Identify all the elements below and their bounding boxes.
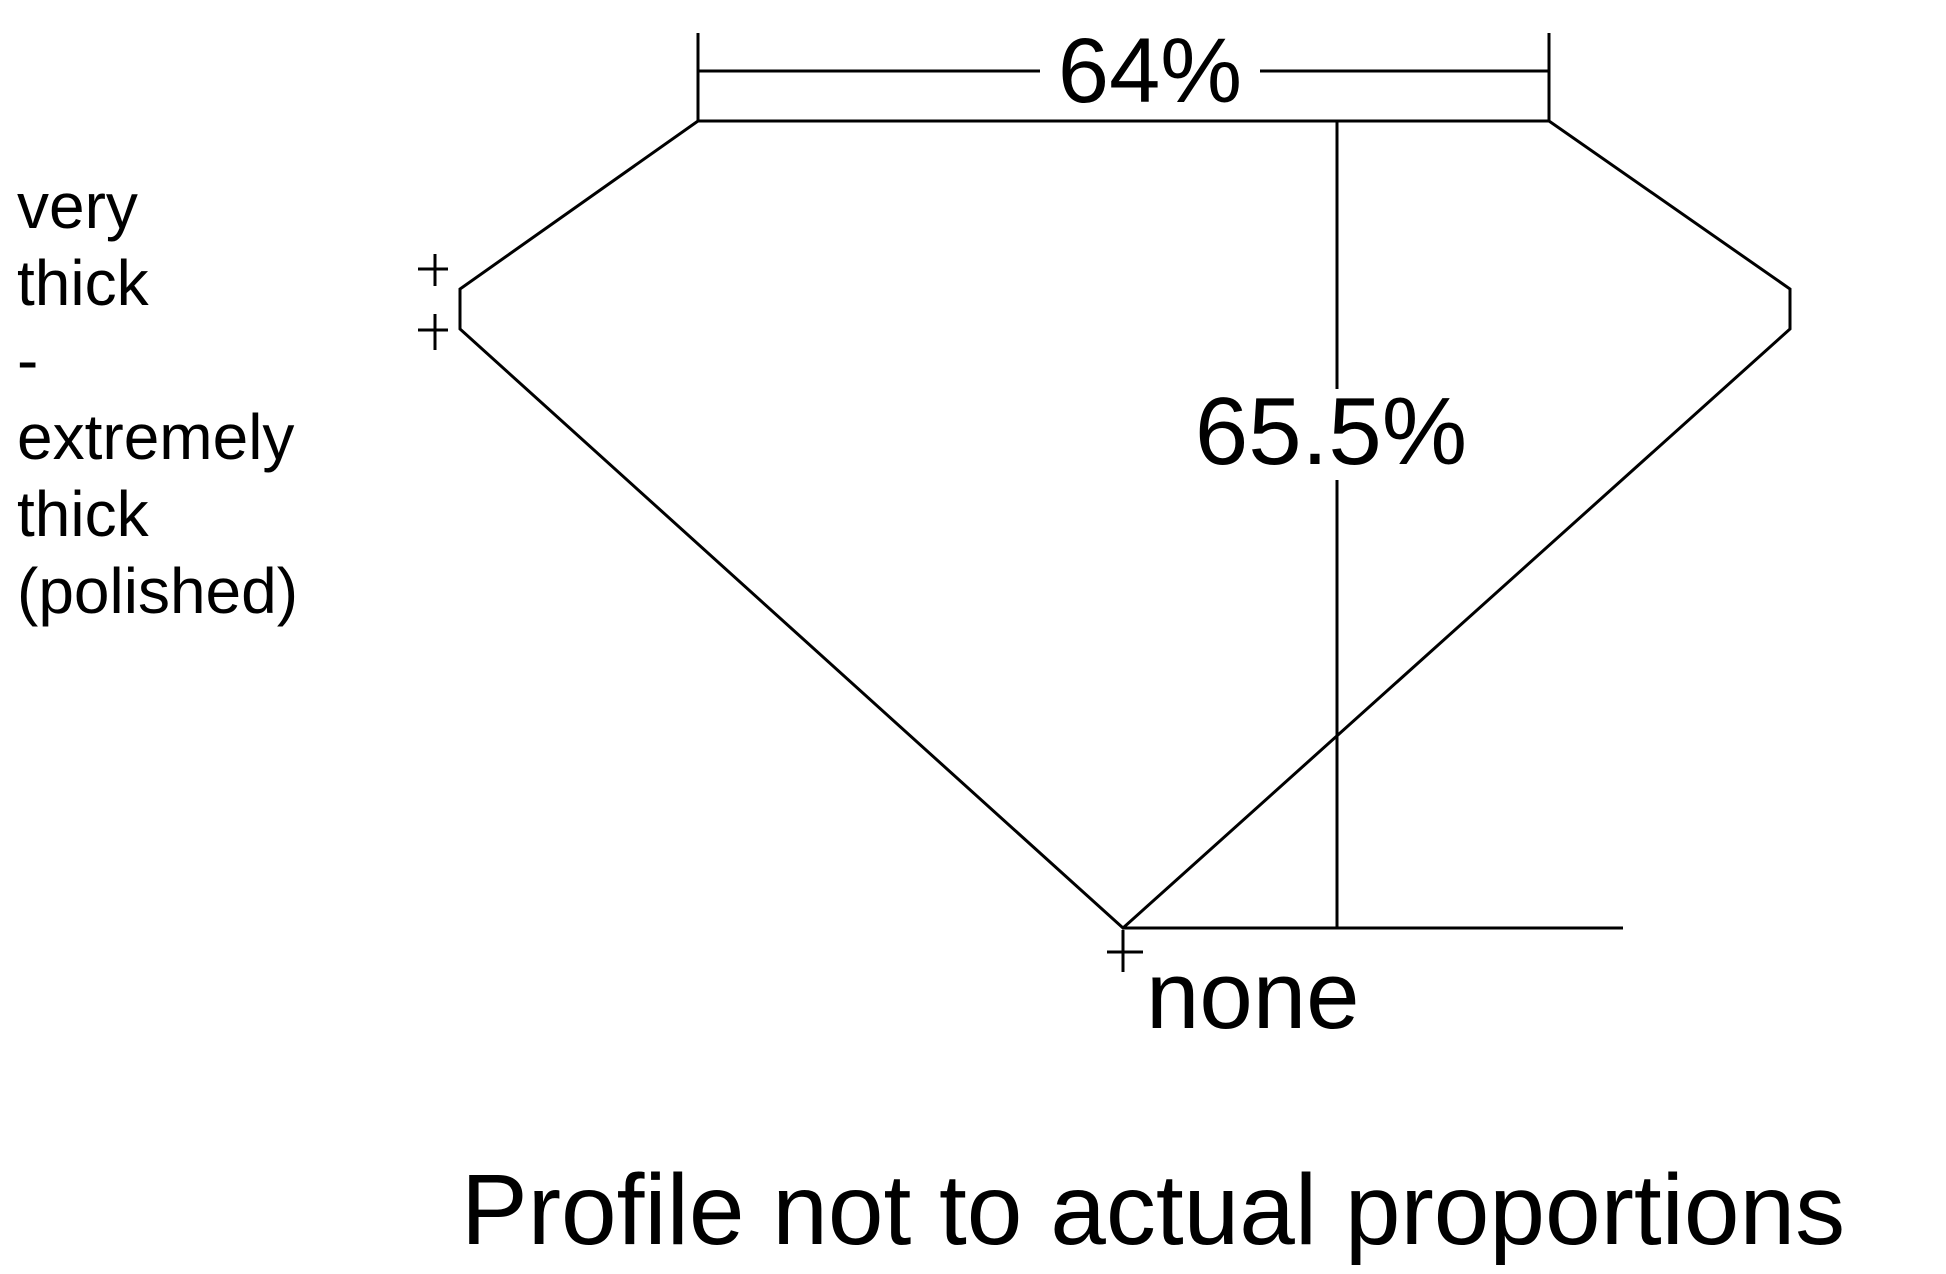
depth-percentage-label: 65.5% [1194, 378, 1468, 485]
girdle-label-line: - [17, 324, 39, 396]
girdle-marker-top [418, 254, 448, 286]
gem-outline [458, 119, 1792, 931]
culet-marker [1107, 930, 1143, 972]
girdle-label-line: very [17, 170, 138, 242]
caption: Profile not to actual proportions [461, 1154, 1846, 1266]
girdle-thickness-label: very thick - extremely thick (polished) [17, 168, 298, 630]
culet-label: none [1146, 942, 1360, 1049]
girdle-label-line: thick [17, 247, 149, 319]
girdle-label-line: extremely [17, 401, 295, 473]
girdle-marker-bottom [418, 314, 448, 350]
girdle-label-line: thick [17, 478, 149, 550]
girdle-label-line: (polished) [17, 555, 299, 627]
table-percentage-label: 64% [1057, 20, 1243, 122]
